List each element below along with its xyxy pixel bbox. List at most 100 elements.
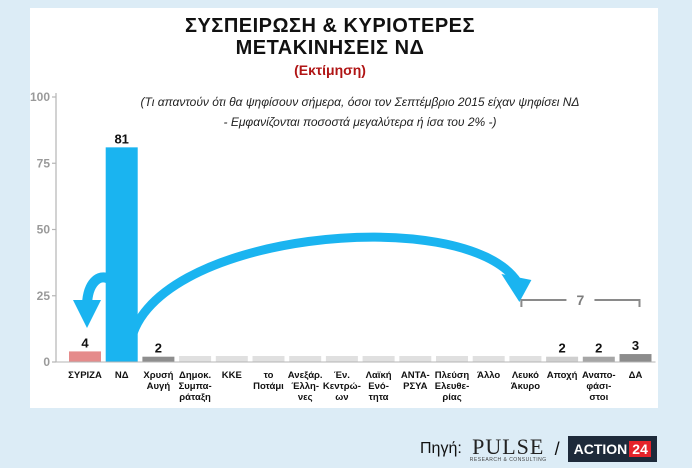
- bar: [362, 356, 395, 362]
- bar: [509, 356, 542, 362]
- x-tick-label-line: ράταξη: [179, 392, 211, 403]
- bar: [252, 356, 285, 362]
- bracket-left-line: [520, 299, 567, 307]
- x-tick-label-line: Αποχή: [547, 370, 578, 381]
- x-tick-label: ΔΑ: [629, 370, 643, 381]
- chart-note-line1: (Τι απαντούν ότι θα ψηφίσουν σήμερα, όσο…: [141, 95, 580, 109]
- x-tick-label-line: ΝΔ: [115, 370, 129, 381]
- chart-title-line1: ΣΥΣΠΕΙΡΩΣΗ & ΚΥΡΙΟΤΕΡΕΣ: [185, 15, 475, 37]
- y-tick-label: 50: [37, 223, 51, 237]
- y-axis: 0 25 50 75 100: [30, 90, 57, 369]
- pulse-logo-subtext: RESEARCH & CONSULTING: [469, 456, 547, 463]
- chart-subtitle: (Εκτίμηση): [294, 62, 366, 78]
- arrow-nd-to-blank: [125, 232, 522, 353]
- y-tick-label: 75: [37, 156, 51, 170]
- x-tick-label-line: τητα: [369, 392, 389, 403]
- x-tick-label-line: Δημοκ.: [179, 370, 211, 381]
- pulse-logo-text: PULSE: [472, 433, 545, 459]
- x-tick-label: Άλλο: [477, 370, 500, 381]
- x-tick-label: ΣΥΡΙΖΑ: [68, 370, 102, 381]
- x-tick-label-line: ων: [335, 392, 348, 403]
- x-tick-label-line: Λαϊκή: [366, 370, 392, 381]
- x-tick-label-line: Λευκό: [512, 370, 539, 381]
- x-tick-label-line: Αυγή: [147, 381, 171, 392]
- x-tick-label: Δημοκ. Συμπα-ράταξη: [179, 370, 212, 403]
- y-tick-label: 0: [43, 355, 50, 369]
- x-tick-label: Πλεύση Ελευθε-ρίας: [435, 370, 470, 403]
- x-tick-label-line: ΣΥΡΙΖΑ: [68, 370, 102, 381]
- bar-value-label: 2: [155, 341, 162, 356]
- group-bracket: 7: [520, 292, 641, 308]
- source-separator: /: [554, 438, 560, 459]
- bracket-right-line: [594, 299, 641, 307]
- x-tick-label-line: Κεντρώ-: [323, 381, 361, 392]
- x-tick-label: Λαϊκή Ενό-τητα: [366, 370, 392, 403]
- x-tick-label-line: φάσι-: [586, 381, 611, 392]
- bar: [142, 356, 175, 362]
- y-tick-label: 25: [37, 289, 51, 303]
- chart-title-line2: ΜΕΤΑΚΙΝΗΣΕΙΣ ΝΔ: [236, 37, 425, 59]
- x-axis: ΣΥΡΙΖΑ ΝΔ Χρυσή Αυγή Δημοκ. Συμπα-ράταξη ΚΚΕ το…: [56, 361, 656, 403]
- bar: [582, 356, 615, 362]
- action24-logo-text: ACTION: [573, 441, 628, 457]
- arrow-nd-to-blank-head: [501, 274, 532, 302]
- bar: [69, 351, 101, 362]
- bar: [399, 356, 432, 362]
- bar-value-label: 3: [632, 338, 639, 353]
- bar: [472, 356, 505, 362]
- x-tick-label-line: Ποτάμι: [253, 381, 284, 392]
- x-tick-label-line: Πλεύση: [435, 370, 470, 381]
- bar: [546, 356, 579, 362]
- y-tick-label: 100: [30, 90, 50, 104]
- x-tick-label-line: ΡΣΥΑ: [403, 381, 428, 392]
- bar-value-label: 4: [81, 335, 89, 350]
- chart-note-line2: - Εμφανίζονται ποσοστά μεγαλύτερα ή ίσα …: [224, 115, 497, 129]
- action24-logo: ACTION 24: [567, 436, 657, 462]
- chart-panel: ΣΥΣΠΕΙΡΩΣΗ & ΚΥΡΙΟΤΕΡΕΣ ΜΕΤΑΚΙΝΗΣΕΙΣ ΝΔ …: [30, 8, 658, 408]
- x-tick-label-line: ΔΑ: [629, 370, 643, 381]
- bar: [436, 356, 468, 362]
- x-tick-label: Λευκό Άκυρο: [511, 370, 541, 392]
- x-tick-label-line: στοι: [589, 392, 608, 403]
- x-tick-label-line: Έν.: [334, 370, 350, 381]
- bar-value-label: 2: [558, 341, 565, 356]
- x-tick-label-line: ρίας: [442, 392, 461, 403]
- x-tick-label-line: Άκυρο: [511, 381, 541, 392]
- bar: [289, 356, 322, 362]
- x-tick-label-line: Ανεξάρ.: [288, 370, 323, 381]
- x-tick-label: ΑΝΤΑ-ΡΣΥΑ: [401, 370, 430, 392]
- bracket-label: 7: [577, 292, 585, 308]
- action24-logo-number: 24: [629, 441, 651, 457]
- x-tick-label-line: Άλλο: [477, 370, 500, 381]
- bar-value-label: 81: [114, 131, 128, 146]
- bar-value-label: 2: [595, 341, 602, 356]
- bar: [179, 356, 212, 362]
- bar-chart: ΣΥΣΠΕΙΡΩΣΗ & ΚΥΡΙΟΤΕΡΕΣ ΜΕΤΑΚΙΝΗΣΕΙΣ ΝΔ …: [30, 15, 656, 403]
- x-tick-label: Έν. Κεντρώ-ων: [323, 370, 361, 403]
- x-tick-label: Αποχή: [547, 370, 578, 381]
- x-tick-label: ΚΚΕ: [222, 370, 242, 381]
- x-tick-label-line: Ενό-: [368, 381, 389, 392]
- bars: 4 81 2 2 2 3: [69, 131, 652, 362]
- x-tick-label-line: το: [264, 370, 274, 381]
- x-tick-label: το Ποτάμι: [253, 370, 284, 392]
- bar: [105, 147, 138, 362]
- pulse-logo: PULSE RESEARCH & CONSULTING: [469, 433, 547, 463]
- x-tick-label-line: Αναπο-: [582, 370, 616, 381]
- x-tick-label-line: ΑΝΤΑ-: [401, 370, 430, 381]
- x-tick-label: Ανεξάρ. Έλλη-νες: [288, 370, 323, 403]
- arrow-nd-to-syriza-head: [73, 300, 101, 328]
- arrows: [73, 232, 532, 353]
- source-footer: Πηγή: PULSE RESEARCH & CONSULTING / ACTI…: [420, 434, 657, 464]
- x-tick-label-line: Ελευθε-: [435, 381, 469, 392]
- bar: [325, 356, 358, 362]
- bar: [619, 354, 652, 362]
- x-tick-label-line: νες: [298, 392, 313, 403]
- bar: [215, 356, 248, 362]
- x-tick-label: Αναπο-φάσι-στοι: [582, 370, 616, 403]
- x-tick-label-line: ΚΚΕ: [222, 370, 242, 381]
- x-tick-label-line: Χρυσή: [143, 370, 173, 381]
- x-tick-label-line: Έλλη-: [291, 381, 319, 392]
- x-tick-label-line: Συμπα-: [179, 381, 212, 392]
- source-label: Πηγή:: [420, 440, 462, 457]
